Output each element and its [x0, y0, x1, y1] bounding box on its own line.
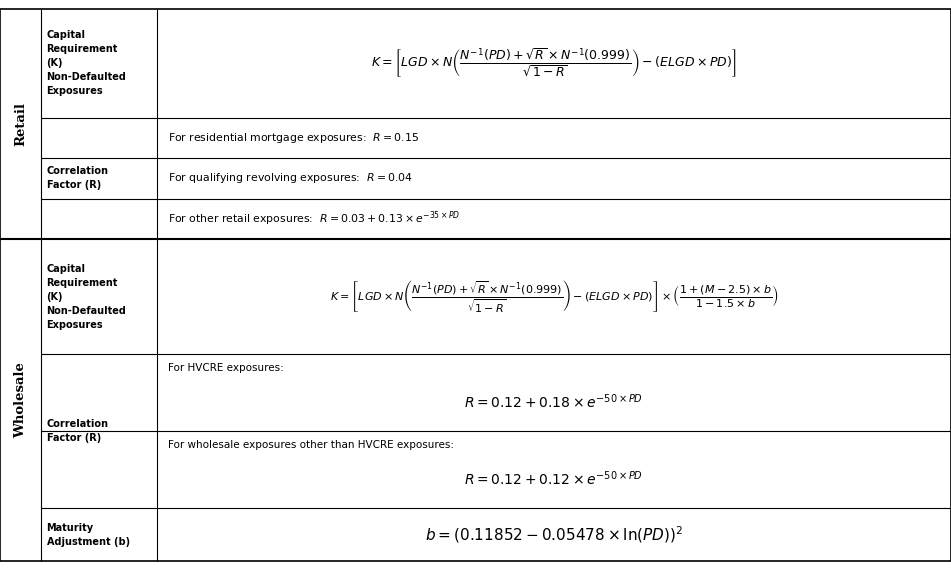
- Text: For wholesale exposures other than HVCRE exposures:: For wholesale exposures other than HVCRE…: [168, 441, 455, 450]
- Text: $b=\left(0.11852-0.05478\times\ln(PD)\right)^{2}$: $b=\left(0.11852-0.05478\times\ln(PD)\ri…: [425, 524, 683, 545]
- Text: Wholesale: Wholesale: [14, 362, 27, 438]
- Text: $R=0.12+0.18\times e^{-50\times PD}$: $R=0.12+0.18\times e^{-50\times PD}$: [464, 393, 644, 412]
- Text: Correlation
Factor (R): Correlation Factor (R): [47, 166, 108, 190]
- Text: Retail: Retail: [14, 101, 27, 146]
- Text: For residential mortgage exposures:  $R=0.15$: For residential mortgage exposures: $R=0…: [168, 131, 419, 145]
- Text: Correlation
Factor (R): Correlation Factor (R): [47, 419, 108, 443]
- Text: $K=\left[LGD\times N\left(\dfrac{N^{-1}(PD)+\sqrt{R}\times N^{-1}(0.999)}{\sqrt{: $K=\left[LGD\times N\left(\dfrac{N^{-1}(…: [371, 47, 737, 80]
- Text: Maturity
Adjustment (b): Maturity Adjustment (b): [47, 523, 129, 547]
- Text: For HVCRE exposures:: For HVCRE exposures:: [168, 364, 284, 373]
- Text: Capital
Requirement
(K)
Non-Defaulted
Exposures: Capital Requirement (K) Non-Defaulted Ex…: [47, 263, 126, 329]
- Text: $K=\left[LGD\times N\left(\dfrac{N^{-1}(PD)+\sqrt{R}\times N^{-1}(0.999)}{\sqrt{: $K=\left[LGD\times N\left(\dfrac{N^{-1}(…: [330, 279, 778, 315]
- Text: Capital
Requirement
(K)
Non-Defaulted
Exposures: Capital Requirement (K) Non-Defaulted Ex…: [47, 30, 126, 96]
- Text: $R=0.12+0.12\times e^{-50\times PD}$: $R=0.12+0.12\times e^{-50\times PD}$: [464, 470, 644, 488]
- Text: For other retail exposures:  $R=0.03+0.13\times e^{-35\times PD}$: For other retail exposures: $R=0.03+0.13…: [168, 209, 460, 228]
- Text: For qualifying revolving exposures:  $R=0.04$: For qualifying revolving exposures: $R=0…: [168, 172, 414, 185]
